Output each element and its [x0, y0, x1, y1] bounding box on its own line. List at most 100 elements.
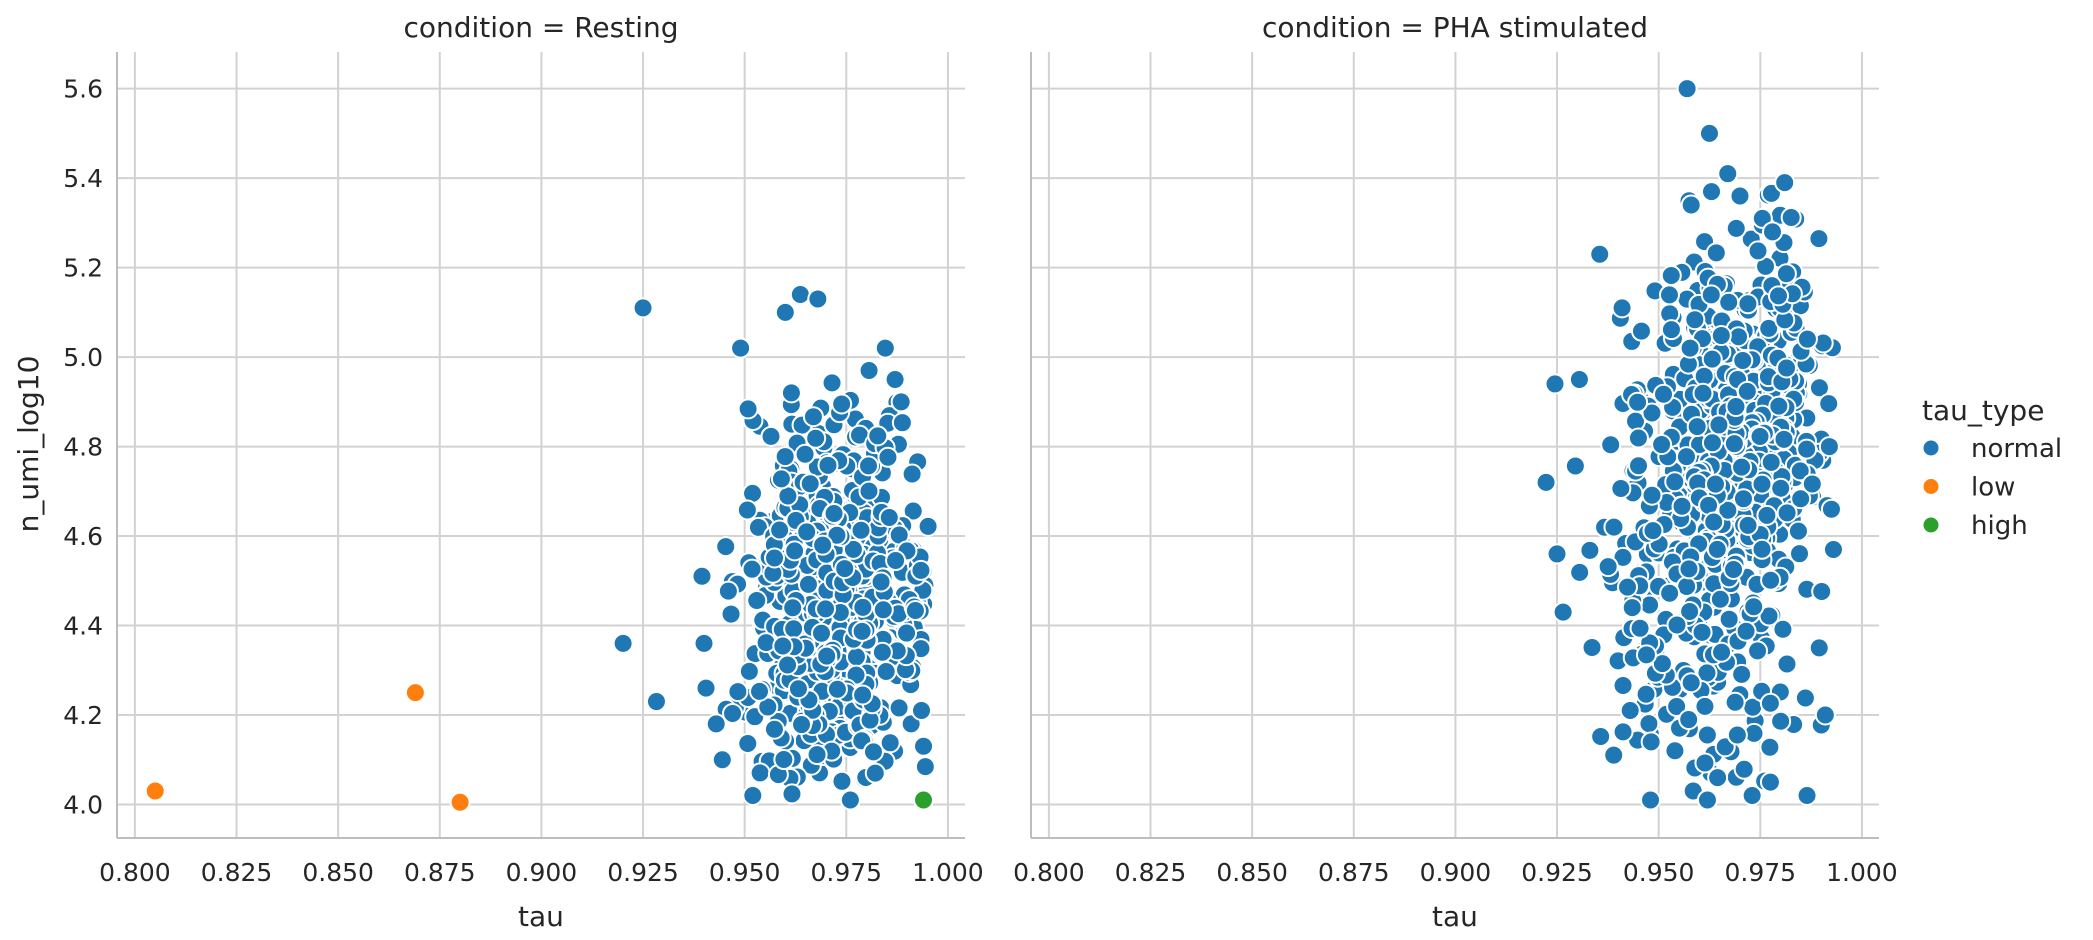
scatter-point-normal: [1731, 663, 1753, 685]
scatter-point-normal: [741, 558, 763, 580]
panel-0-title: condition = Resting: [403, 11, 678, 44]
scatter-point-normal: [1600, 434, 1622, 456]
scatter-point-normal: [1718, 291, 1740, 313]
scatter-point-normal: [730, 337, 752, 359]
scatter-point-normal: [1808, 228, 1830, 250]
scatter-point-normal: [1642, 520, 1664, 542]
scatter-point-normal: [852, 684, 874, 706]
scatter-point-normal: [858, 360, 880, 382]
scatter-point-normal: [715, 536, 737, 558]
scatter-point-normal: [1726, 724, 1748, 746]
scatter-point-normal: [811, 622, 833, 644]
scatter-point-normal: [1676, 78, 1698, 100]
scatter-point-normal: [1619, 700, 1641, 722]
scatter-point-normal: [711, 749, 733, 771]
scatter-point-normal: [896, 622, 918, 644]
scatter-point-normal: [842, 538, 864, 560]
scatter-point-normal: [1735, 620, 1757, 642]
scatter-point-normal: [821, 372, 843, 394]
scatter-point-normal: [1772, 618, 1794, 640]
scatter-point-normal: [1692, 382, 1714, 404]
scatter-point-normal: [772, 635, 794, 657]
scatter-point-normal: [769, 519, 791, 541]
scatter-point-normal: [1717, 499, 1739, 521]
scatter-point-normal: [802, 406, 824, 428]
scatter-point-normal: [1701, 181, 1723, 203]
scatter-point-normal: [1653, 383, 1675, 405]
scatter-point-normal: [864, 762, 886, 784]
scatter-point-normal: [1808, 637, 1830, 659]
scatter-point-normal: [1758, 317, 1780, 339]
scatter-point-normal: [1718, 608, 1740, 630]
scatter-point-normal: [1696, 789, 1718, 811]
scatter-point-normal: [764, 547, 786, 569]
y-tick-label: 5.6: [63, 75, 103, 104]
scatter-point-normal: [1703, 511, 1725, 533]
scatter-point-normal: [1773, 428, 1795, 450]
scatter-point-normal: [1603, 516, 1625, 538]
scatter-point-normal: [1751, 538, 1773, 560]
scatter-point-normal: [1552, 601, 1574, 623]
scatter-point-normal: [1664, 471, 1686, 493]
scatter-point-normal: [1698, 122, 1720, 144]
scatter-point-normal: [1700, 284, 1722, 306]
scatter-point-normal: [1701, 348, 1723, 370]
scatter-point-normal: [1723, 559, 1745, 581]
x-axis-label-panel-1: tau: [1432, 900, 1478, 933]
scatter-point-normal: [831, 393, 853, 415]
scatter-point-normal: [782, 597, 804, 619]
scatter-point-high: [913, 789, 935, 811]
scatter-point-normal: [1679, 337, 1701, 359]
scatter-point-normal: [1737, 293, 1759, 315]
scatter-point-normal: [862, 741, 884, 763]
legend-label-high: high: [1971, 511, 2028, 541]
scatter-point-normal: [875, 660, 897, 682]
scatter-point-normal: [645, 691, 667, 713]
scatter-point-normal: [817, 454, 839, 476]
x-tick-label: 1.000: [1826, 858, 1898, 887]
scatter-point-normal: [1658, 284, 1680, 306]
scatter-point-normal: [1776, 357, 1798, 379]
scatter-point-normal: [774, 301, 796, 323]
scatter-point-normal: [1794, 687, 1816, 709]
scatter-point-normal: [1760, 569, 1782, 591]
scatter-point-normal: [826, 678, 848, 700]
scatter-point-normal: [1686, 416, 1708, 438]
scatter-point-normal: [878, 506, 900, 528]
legend-items: normal low high: [1923, 434, 2062, 541]
scatter-point-normal: [1768, 395, 1790, 417]
scatter-point-normal: [913, 735, 935, 757]
scatter-point-normal: [1711, 641, 1733, 663]
scatter-point-normal: [1664, 740, 1686, 762]
scatter-point-normal: [1610, 477, 1632, 499]
scatter-point-normal: [742, 785, 764, 807]
scatter-point-normal: [722, 702, 744, 724]
scatter-point-normal: [1660, 319, 1682, 341]
scatter-point-normal: [1723, 433, 1745, 455]
scatter-point-normal: [1621, 597, 1643, 619]
scatter-point-normal: [914, 756, 936, 778]
scatter-point-normal: [1628, 455, 1650, 477]
scatter-point-normal: [1707, 767, 1729, 789]
scatter-point-normal: [1651, 434, 1673, 456]
scatter-point-normal: [1569, 561, 1591, 583]
scatter-point-normal: [1811, 580, 1833, 602]
scatter-point-normal: [1814, 704, 1836, 726]
scatter-point-normal: [1710, 325, 1732, 347]
scatter-point-normal: [1820, 498, 1842, 520]
scatter-point-low: [449, 791, 471, 813]
scatter-point-normal: [1696, 724, 1718, 746]
scatter-point-normal: [1627, 427, 1649, 449]
scatter-point-normal: [1759, 692, 1781, 714]
scatter-point-normal: [1684, 309, 1706, 331]
scatter-point-normal: [1611, 297, 1633, 319]
x-tick-label: 0.825: [1115, 858, 1187, 887]
scatter-point-normal: [737, 398, 759, 420]
y-tick-label: 4.2: [63, 701, 103, 730]
scatter-point-normal: [917, 515, 939, 537]
legend-label-normal: normal: [1971, 434, 2062, 464]
scatter-point-normal: [1759, 771, 1781, 793]
scatter-point-normal: [737, 732, 759, 754]
scatter-point-normal: [1627, 391, 1649, 413]
